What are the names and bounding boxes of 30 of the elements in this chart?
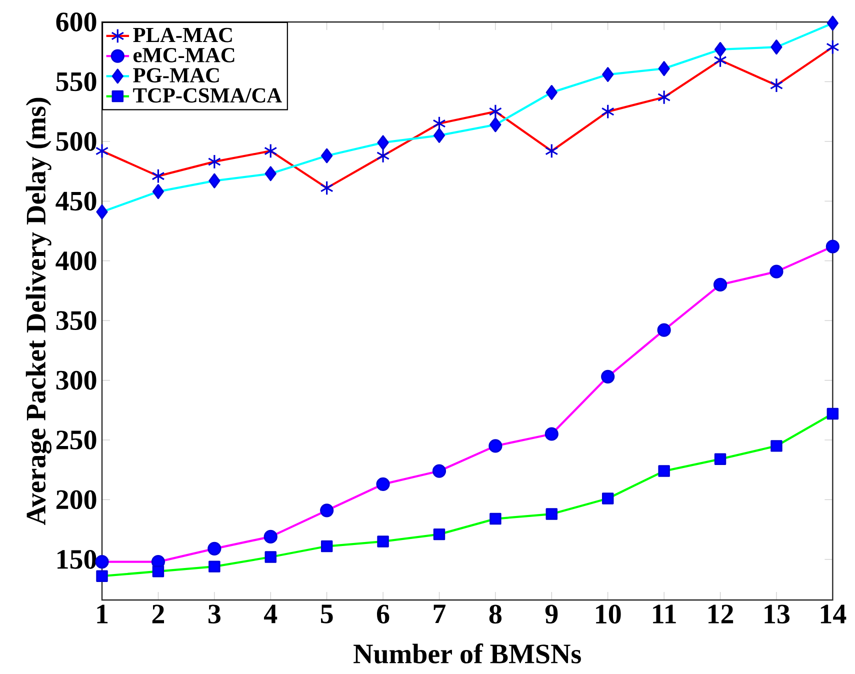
y-tick-label: 450 [56,192,96,211]
x-axis-title: Number of BMSNs [354,643,581,664]
x-tick-label: 7 [434,604,446,624]
x-tick-label: 8 [489,604,502,624]
legend-label: PLA-MAC [133,28,232,42]
y-tick-label: 400 [56,251,96,270]
y-tick-label: 150 [58,550,96,569]
y-tick-label: 550 [56,72,96,92]
x-tick-label: 1 [97,604,108,624]
x-tick-label: 4 [264,604,278,624]
y-tick-label: 200 [56,490,96,510]
x-tick-label: 13 [764,604,790,624]
x-tick-label: 6 [376,604,390,624]
x-tick-label: 2 [152,604,164,624]
x-tick-label: 3 [208,604,220,624]
x-tick-label: 10 [596,604,621,624]
y-axis-title: Average Packet Delivery Delay (ms) [26,98,52,526]
x-tick-label: 12 [708,604,734,624]
legend-label: eMC-MAC [133,48,234,62]
y-tick-label: 300 [56,370,96,390]
y-tick-label: 600 [56,12,96,32]
legend-label: TCP-CSMA/CA [133,88,282,103]
x-tick-label: 9 [545,604,558,624]
y-tick-label: 250 [56,430,96,450]
legend-label: PG-MAC [133,68,219,82]
x-tick-label: 5 [320,604,333,624]
y-tick-label: 350 [56,311,96,330]
y-tick-label: 500 [56,132,96,151]
x-tick-label: 11 [653,604,676,624]
x-tick-label: 14 [820,604,846,624]
